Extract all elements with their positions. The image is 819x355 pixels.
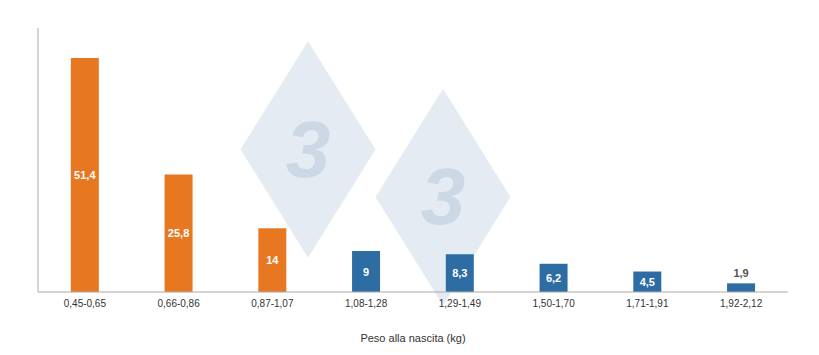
svg-text:1,08-1,28: 1,08-1,28 — [345, 298, 388, 309]
svg-text:0,66-0,86: 0,66-0,86 — [157, 298, 200, 309]
svg-text:0,87-1,07: 0,87-1,07 — [251, 298, 294, 309]
svg-text:4,5: 4,5 — [640, 276, 655, 288]
svg-text:1,29-1,49: 1,29-1,49 — [439, 298, 482, 309]
svg-text:3: 3 — [421, 152, 466, 241]
svg-text:0,45-0,65: 0,45-0,65 — [64, 298, 107, 309]
svg-text:1,92-2,12: 1,92-2,12 — [720, 298, 763, 309]
svg-text:1,71-1,91: 1,71-1,91 — [626, 298, 669, 309]
svg-text:6,2: 6,2 — [546, 272, 561, 284]
svg-text:14: 14 — [266, 254, 279, 266]
svg-text:3: 3 — [286, 105, 331, 194]
svg-text:9: 9 — [363, 266, 369, 278]
svg-text:1,9: 1,9 — [733, 267, 748, 279]
svg-text:51,4: 51,4 — [74, 169, 96, 181]
svg-text:1,50-1,70: 1,50-1,70 — [532, 298, 575, 309]
svg-text:25,8: 25,8 — [168, 227, 189, 239]
svg-text:8,3: 8,3 — [452, 267, 467, 279]
svg-text:Peso alla nascita (kg): Peso alla nascita (kg) — [360, 332, 465, 344]
